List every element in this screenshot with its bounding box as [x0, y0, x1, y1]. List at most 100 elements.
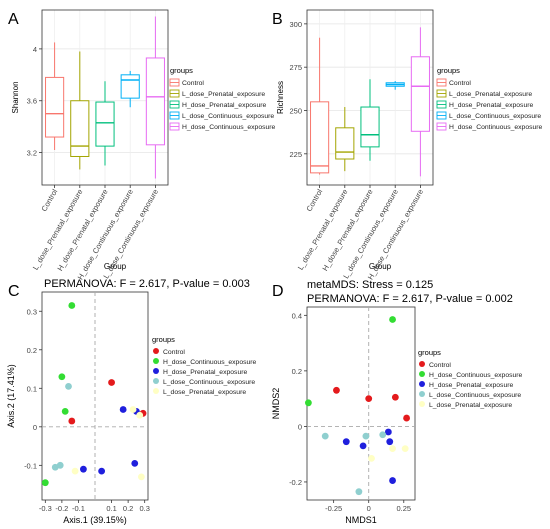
- scatter-point: [342, 438, 350, 446]
- scatter-point: [321, 432, 329, 440]
- legend-key: [153, 348, 159, 354]
- legend-label: L_dose_Continuous_exposure: [163, 379, 255, 386]
- panel-c: C PERMANOVA: F = 2.617, P-value = 0.003 -0…: [6, 278, 257, 525]
- legend-label: H_dose_Continuous_exposure: [449, 124, 543, 131]
- y-tick-label: 0.2: [292, 367, 302, 376]
- scatter-point: [355, 488, 363, 496]
- legend-key: [153, 388, 159, 394]
- legend-label: H_dose_Prenatal_exposure: [449, 102, 533, 109]
- scatter-point: [71, 467, 79, 475]
- x-tick-label: -0.3: [39, 504, 52, 513]
- legend-key: [419, 391, 425, 397]
- legend-key: [419, 381, 425, 387]
- box: [310, 101, 330, 174]
- y-axis-title: Shannon: [11, 81, 20, 113]
- scatter-point: [136, 411, 144, 419]
- y-tick-label: 275: [289, 63, 302, 72]
- y-tick-label: 4: [33, 45, 37, 54]
- scatter-point: [65, 382, 72, 390]
- x-tick-label: -0.2: [55, 504, 68, 513]
- y-tick-label: 3.6: [27, 97, 37, 106]
- scatter-point: [389, 445, 396, 453]
- scatter-point: [391, 393, 399, 401]
- panel-b: B225250275300ControlL_dose_Prenatal_expo…: [272, 9, 543, 281]
- scatter-point: [68, 417, 76, 425]
- y-tick-label: 0.1: [27, 384, 37, 393]
- scatter-point: [119, 406, 127, 413]
- legend-label: Control: [182, 80, 204, 87]
- legend-label: H_dose_Prenatal_exposure: [182, 102, 266, 109]
- panel-label: B: [272, 11, 283, 28]
- scatter-point: [403, 414, 410, 422]
- y-tick-label: 0.4: [292, 311, 302, 320]
- scatter-point: [359, 442, 367, 450]
- legend-label: Control: [449, 80, 471, 87]
- x-tick-label: -0.25: [325, 504, 342, 513]
- y-tick-label: 0.2: [27, 346, 37, 355]
- scatter-point: [401, 445, 409, 453]
- box: [145, 57, 165, 146]
- panel-label: D: [272, 283, 284, 300]
- plot-title: PERMANOVA: F = 2.617, P-value = 0.003: [44, 278, 250, 290]
- legend-label: L_dose_Prenatal_exposure: [429, 402, 512, 409]
- panel-label: A: [8, 11, 19, 28]
- x-tick-label: -0.1: [72, 504, 85, 513]
- legend-title: groups: [437, 66, 460, 75]
- scatter-point: [365, 395, 373, 403]
- legend-key: [419, 371, 425, 377]
- legend-title: groups: [418, 348, 441, 357]
- y-tick-label: 0.3: [27, 307, 37, 316]
- scatter-point: [305, 399, 312, 407]
- legend-key: [419, 401, 425, 407]
- x-axis-title: NMDS1: [345, 515, 377, 525]
- y-axis-title: Axis.2 (17.41%): [6, 364, 16, 428]
- scatter-point: [386, 438, 394, 446]
- scatter-point: [41, 479, 49, 487]
- legend-title: groups: [170, 66, 193, 75]
- scatter-point: [80, 465, 87, 473]
- x-tick-label: 0: [367, 504, 371, 513]
- panel-label: C: [8, 283, 20, 300]
- plot-title: metaMDS: Stress = 0.125: [307, 279, 433, 291]
- legend-key: [153, 378, 159, 384]
- scatter-point: [389, 316, 396, 323]
- y-tick-label: 300: [289, 20, 302, 29]
- scatter-point: [137, 473, 145, 481]
- legend-label: Control: [163, 349, 185, 356]
- legend-label: H_dose_Prenatal_exposure: [429, 382, 513, 389]
- x-tick-label: L_dose_Prenatal_exposure: [31, 188, 85, 272]
- legend-label: H_dose_Continuous_exposure: [163, 359, 257, 366]
- scatter-point: [68, 302, 76, 309]
- scatter-point: [368, 454, 375, 462]
- box: [360, 106, 380, 148]
- legend-label: L_dose_Continuous_exposure: [182, 113, 274, 120]
- x-axis-title: Group: [369, 262, 392, 271]
- x-axis-title: Group: [104, 262, 127, 271]
- x-tick-label: L_dose_Prenatal_exposure: [296, 188, 350, 272]
- scatter-point: [56, 461, 64, 469]
- scatter-point: [129, 406, 137, 413]
- scatter-point: [389, 477, 396, 484]
- legend-label: L_dose_Continuous_exposure: [429, 392, 521, 399]
- plot-title: PERMANOVA: F = 2.617, P-value = 0.002: [307, 293, 513, 305]
- legend-label: H_dose_Continuous_exposure: [429, 372, 523, 379]
- scatter-point: [61, 408, 69, 415]
- y-tick-label: 0: [33, 423, 37, 432]
- legend-label: H_dose_Continuous_exposure: [182, 124, 276, 131]
- legend-title: groups: [152, 335, 175, 344]
- legend-label: Control: [429, 362, 451, 369]
- scatter-point: [98, 467, 106, 475]
- y-tick-label: -0.1: [24, 461, 37, 470]
- box: [70, 100, 90, 157]
- x-tick-label: 0.3: [139, 504, 149, 513]
- legend-key: [419, 361, 425, 367]
- box: [45, 76, 65, 138]
- x-tick-label: Control: [39, 187, 59, 213]
- y-axis-title: Richness: [276, 81, 285, 114]
- scatter-point: [108, 379, 115, 386]
- x-tick-label: 0.1: [106, 504, 116, 513]
- y-tick-label: 250: [289, 106, 302, 115]
- y-axis-title: NMDS2: [271, 388, 281, 420]
